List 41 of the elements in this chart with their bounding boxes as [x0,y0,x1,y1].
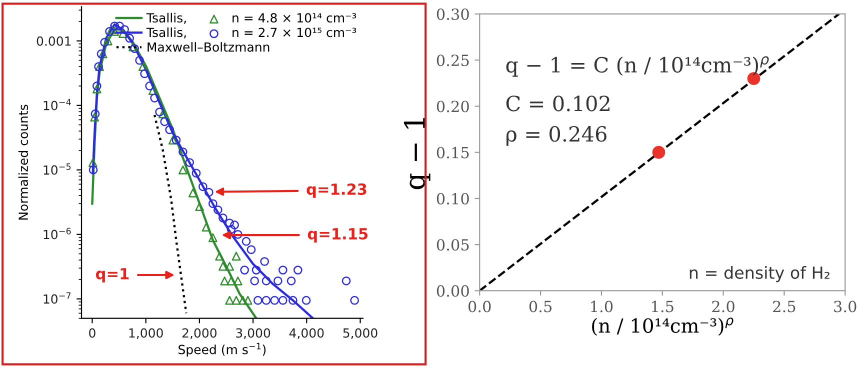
y-tick-label: 0.001 [36,36,71,46]
x-tick-label: 2,000 [182,328,217,339]
x-axis-title: (n / 10¹⁴cm⁻³)$^{ρ}$ [592,318,734,336]
y-tick-label: 10$^{−7}$ [44,292,71,304]
legend-label: n = 4.8 × 10¹⁴ cm⁻³ [232,13,356,23]
y-axis-title: Normalized counts [18,104,28,220]
annotation: ρ = 0.246 [506,126,606,146]
annotation: n = density of H₂ [690,266,830,282]
annotation: q=1.15 [308,228,368,242]
x-tick-label: 0 [89,328,96,338]
x-tick-label: 3.0 [834,300,856,312]
x-tick-label: 0.0 [468,300,491,312]
x-tick-label: 4,000 [289,328,324,339]
y-tick-label: 10$^{−6}$ [44,228,71,240]
x-tick-label: 1,000 [129,328,163,339]
y-tick-label: 10$^{−5}$ [44,163,71,175]
y-tick-label: 0.25 [436,54,469,66]
x-tick-label: 2.0 [712,300,734,312]
y-tick-label: 0.00 [436,285,469,297]
annotation: q=1 [96,268,129,282]
y-tick-label: 0.15 [436,146,469,158]
y-tick-label: 0.30 [436,8,469,20]
legend-label: n = 2.7 × 10¹⁵ cm⁻³ [232,28,356,38]
x-tick-label: 1.5 [652,300,674,312]
y-tick-label: 0.10 [436,192,469,204]
legend-label: Tsallis, [146,12,186,24]
y-tick-label: 0.05 [436,239,469,251]
legend-label: Tsallis, [146,27,186,38]
legend-label: Maxwell–Boltzmann [148,42,270,52]
annotation: C = 0.102 [506,96,610,112]
y-axis-title: q − 1 [404,118,430,190]
x-tick-label: 5,000 [343,328,378,339]
x-tick-label: 0.5 [529,300,552,312]
x-axis-title: Speed (m s$^{−1}$) [178,342,266,357]
y-tick-label: 0.20 [436,100,469,112]
x-tick-label: 3,000 [236,328,270,339]
x-tick-label: 1.0 [591,300,613,312]
x-tick-label: 2.5 [773,300,796,312]
annotation: q=1.23 [306,183,366,198]
annotation: q − 1 = C (n / 10¹⁴cm⁻³)$^{ρ}$ [506,56,769,77]
y-tick-label: 10$^{−4}$ [44,98,71,110]
